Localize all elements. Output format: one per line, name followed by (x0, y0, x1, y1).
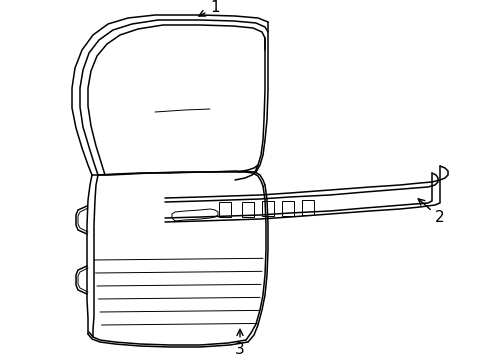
Text: 1: 1 (199, 0, 220, 16)
Text: 3: 3 (235, 329, 244, 357)
Bar (242, 202, 253, 216)
Bar (302, 201, 313, 215)
Bar (219, 202, 230, 217)
Bar (262, 201, 273, 216)
Bar (282, 201, 293, 216)
Text: 2: 2 (417, 199, 444, 225)
